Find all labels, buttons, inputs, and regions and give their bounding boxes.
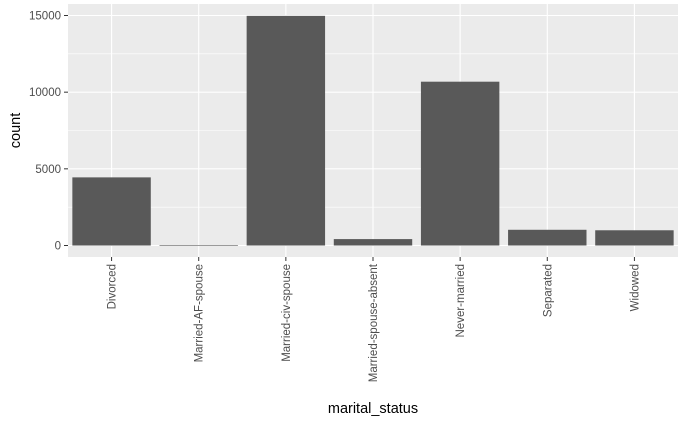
bar-separated bbox=[508, 229, 587, 246]
y-tick-label: 0 bbox=[55, 241, 61, 253]
x-tick-label: Separated bbox=[542, 264, 554, 317]
bar-married-civ-spouse bbox=[246, 15, 326, 246]
x-tick-label: Divorced bbox=[107, 264, 119, 309]
x-tick-label: Widowed bbox=[629, 264, 641, 311]
bar-divorced bbox=[72, 177, 151, 246]
x-tick-label: Married-AF-spouse bbox=[194, 264, 206, 362]
x-axis-ticks: Divorced Married-AF-spouse Married-civ-spo… bbox=[107, 257, 641, 382]
bar-never-married bbox=[420, 81, 500, 246]
y-tick-label: 10000 bbox=[29, 87, 61, 99]
x-axis-title: marital_status bbox=[328, 401, 418, 417]
x-tick-label: Never-married bbox=[455, 264, 467, 338]
y-axis-ticks: 0 5000 10000 15000 bbox=[29, 11, 68, 253]
bar-married-af-spouse bbox=[159, 245, 238, 246]
x-tick-label: Married-spouse-absent bbox=[368, 263, 380, 382]
y-tick-label: 15000 bbox=[29, 11, 61, 23]
y-tick-label: 5000 bbox=[35, 164, 61, 176]
x-tick-label: Married-civ-spouse bbox=[281, 264, 293, 362]
bar-married-spouse-absent bbox=[333, 239, 413, 246]
bar-widowed bbox=[595, 230, 674, 246]
y-axis-title: count bbox=[8, 113, 24, 148]
bars bbox=[72, 15, 674, 246]
